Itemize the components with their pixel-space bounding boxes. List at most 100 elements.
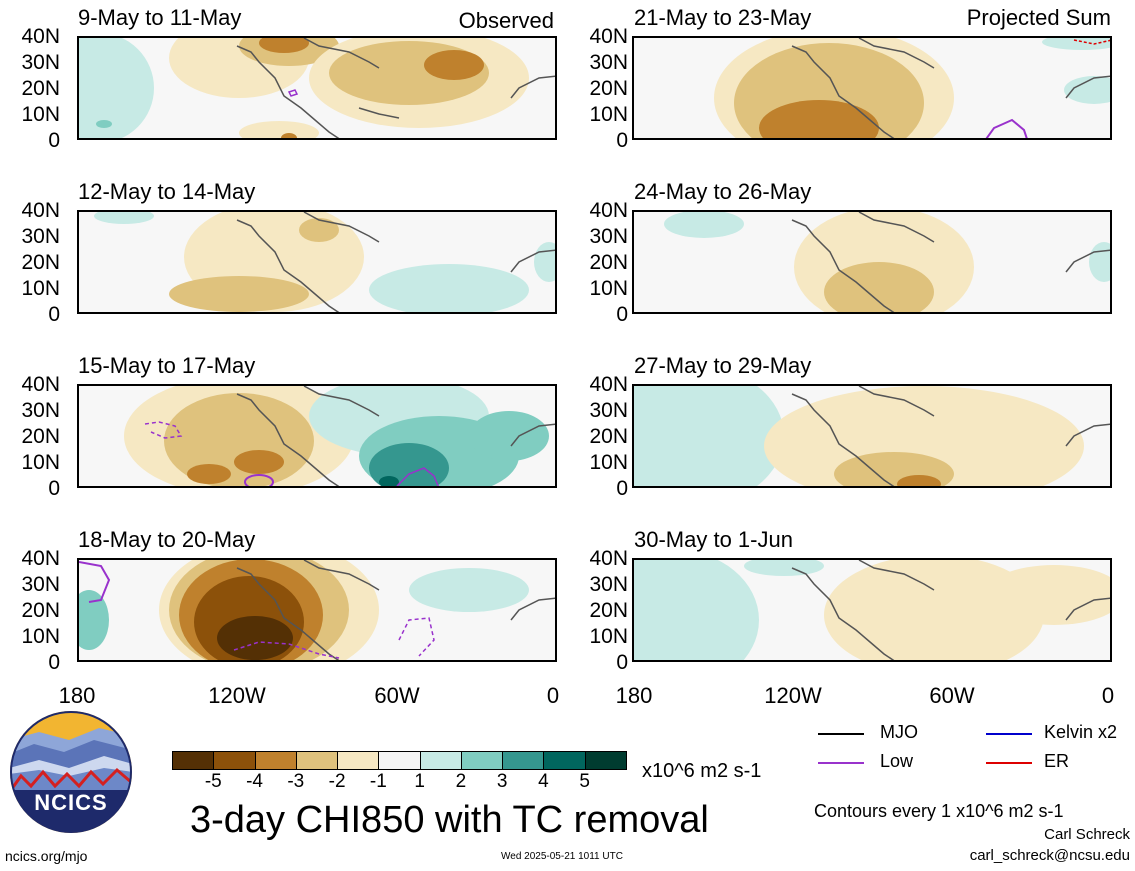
- y-tick-label: 20N: [21, 599, 60, 622]
- map-panel: [77, 384, 557, 488]
- y-tick-label: 10N: [21, 451, 60, 474]
- colorbar-label: -4: [246, 771, 263, 792]
- author-email[interactable]: carl_schreck@ncsu.edu: [969, 847, 1130, 864]
- y-tick-label: 40N: [589, 373, 628, 396]
- y-tick-label: 30N: [21, 399, 60, 422]
- website-link[interactable]: ncics.org/mjo: [5, 848, 88, 864]
- map-panel: [77, 558, 557, 662]
- y-tick-label: 0: [48, 477, 60, 500]
- main-title: 3-day CHI850 with TC removal: [190, 799, 709, 841]
- colorbar-cell: [337, 751, 380, 770]
- author: Carl Schreck: [1044, 826, 1130, 843]
- panel-corner-label: Projected Sum: [966, 5, 1111, 30]
- panel-title: 15-May to 17-May: [78, 353, 256, 378]
- colorbar-label: -2: [328, 771, 346, 792]
- ncics-logo: NCICS: [9, 710, 133, 834]
- colorbar-cell: [254, 751, 297, 770]
- y-tick-label: 20N: [589, 599, 628, 622]
- y-tick-label: 40N: [21, 199, 60, 222]
- logo-text: NCICS: [34, 790, 108, 815]
- y-tick-label: 40N: [589, 199, 628, 222]
- legend-line-er: [986, 762, 1032, 764]
- panel-title: 12-May to 14-May: [78, 179, 256, 204]
- panel-title: 21-May to 23-May: [634, 5, 812, 30]
- colorbar-label: 3: [496, 771, 508, 792]
- y-tick-label: 10N: [589, 277, 628, 300]
- y-tick-label: 40N: [21, 25, 60, 48]
- legend-line-mjo: [818, 733, 864, 735]
- y-tick-label: 0: [48, 651, 60, 674]
- y-tick-label: 0: [616, 303, 628, 326]
- colorbar-units: x10^6 m2 s-1: [642, 760, 762, 782]
- panel-title: 30-May to 1-Jun: [634, 527, 793, 552]
- panel-title: 27-May to 29-May: [634, 353, 812, 378]
- y-tick-label: 40N: [21, 547, 60, 570]
- y-tick-label: 40N: [589, 25, 628, 48]
- map-panel: [632, 210, 1112, 314]
- y-tick-label: 20N: [21, 251, 60, 274]
- colorbar-cell: [460, 751, 504, 770]
- colorbar-label: -1: [369, 771, 387, 792]
- legend-line-kelvin: [986, 733, 1032, 735]
- colorbar-label: -3: [287, 771, 305, 792]
- legend-label: ER: [1044, 751, 1070, 771]
- colorbar-cell: [502, 751, 545, 770]
- y-tick-label: 0: [616, 651, 628, 674]
- y-tick-label: 30N: [589, 51, 628, 74]
- panel-corner-label: Observed: [458, 8, 554, 33]
- colorbar-cell: [213, 751, 256, 770]
- y-tick-label: 30N: [589, 225, 628, 248]
- y-tick-label: 20N: [589, 425, 628, 448]
- y-tick-label: 0: [48, 303, 60, 326]
- map-panel: [632, 558, 1112, 662]
- y-tick-label: 30N: [589, 573, 628, 596]
- y-tick-label: 0: [616, 129, 628, 152]
- map-panel: [77, 36, 557, 140]
- x-tick-label: 180: [615, 683, 653, 708]
- legend-label: MJO: [880, 722, 918, 742]
- colorbar-label: 5: [579, 771, 591, 792]
- y-tick-label: 10N: [589, 103, 628, 126]
- colorbar-cell: [543, 751, 586, 770]
- legend-line-low: [818, 762, 864, 764]
- y-tick-label: 10N: [21, 625, 60, 648]
- colorbar-cell: [378, 751, 421, 770]
- y-tick-label: 20N: [589, 77, 628, 100]
- panel-title: 9-May to 11-May: [78, 5, 242, 30]
- y-tick-label: 30N: [589, 399, 628, 422]
- y-tick-label: 10N: [21, 103, 60, 126]
- y-tick-label: 0: [48, 129, 60, 152]
- x-tick-label: 120W: [208, 683, 266, 708]
- y-tick-label: 10N: [21, 277, 60, 300]
- colorbar-cell: [295, 751, 339, 770]
- y-tick-label: 40N: [589, 547, 628, 570]
- y-tick-label: 30N: [21, 51, 60, 74]
- colorbar-cell: [172, 751, 215, 770]
- map-panel: [632, 36, 1112, 140]
- x-tick-label: 60W: [929, 683, 975, 708]
- y-tick-label: 20N: [21, 425, 60, 448]
- x-tick-label: 120W: [764, 683, 822, 708]
- y-tick-label: 0: [616, 477, 628, 500]
- y-tick-label: 40N: [21, 373, 60, 396]
- colorbar-label: 1: [414, 771, 425, 792]
- legend-label: Low: [880, 751, 914, 771]
- contour-note: Contours every 1 x10^6 m2 s-1: [814, 801, 1064, 821]
- colorbar-cell: [419, 751, 462, 770]
- panel-title: 18-May to 20-May: [78, 527, 256, 552]
- map-panel: [77, 210, 557, 314]
- legend-label: Kelvin x2: [1044, 722, 1118, 742]
- colorbar-label: 4: [538, 771, 549, 792]
- x-tick-label: 180: [58, 683, 96, 708]
- y-tick-label: 10N: [589, 625, 628, 648]
- timestamp: Wed 2025-05-21 1011 UTC: [501, 851, 623, 862]
- y-tick-label: 30N: [21, 225, 60, 248]
- y-tick-label: 30N: [21, 573, 60, 596]
- x-tick-label: 0: [1101, 683, 1115, 708]
- map-panel: [632, 384, 1112, 488]
- colorbar-cell: [584, 751, 627, 770]
- x-tick-label: 60W: [374, 683, 420, 708]
- y-tick-label: 10N: [589, 451, 628, 474]
- colorbar-label: 2: [455, 771, 467, 792]
- y-tick-label: 20N: [589, 251, 628, 274]
